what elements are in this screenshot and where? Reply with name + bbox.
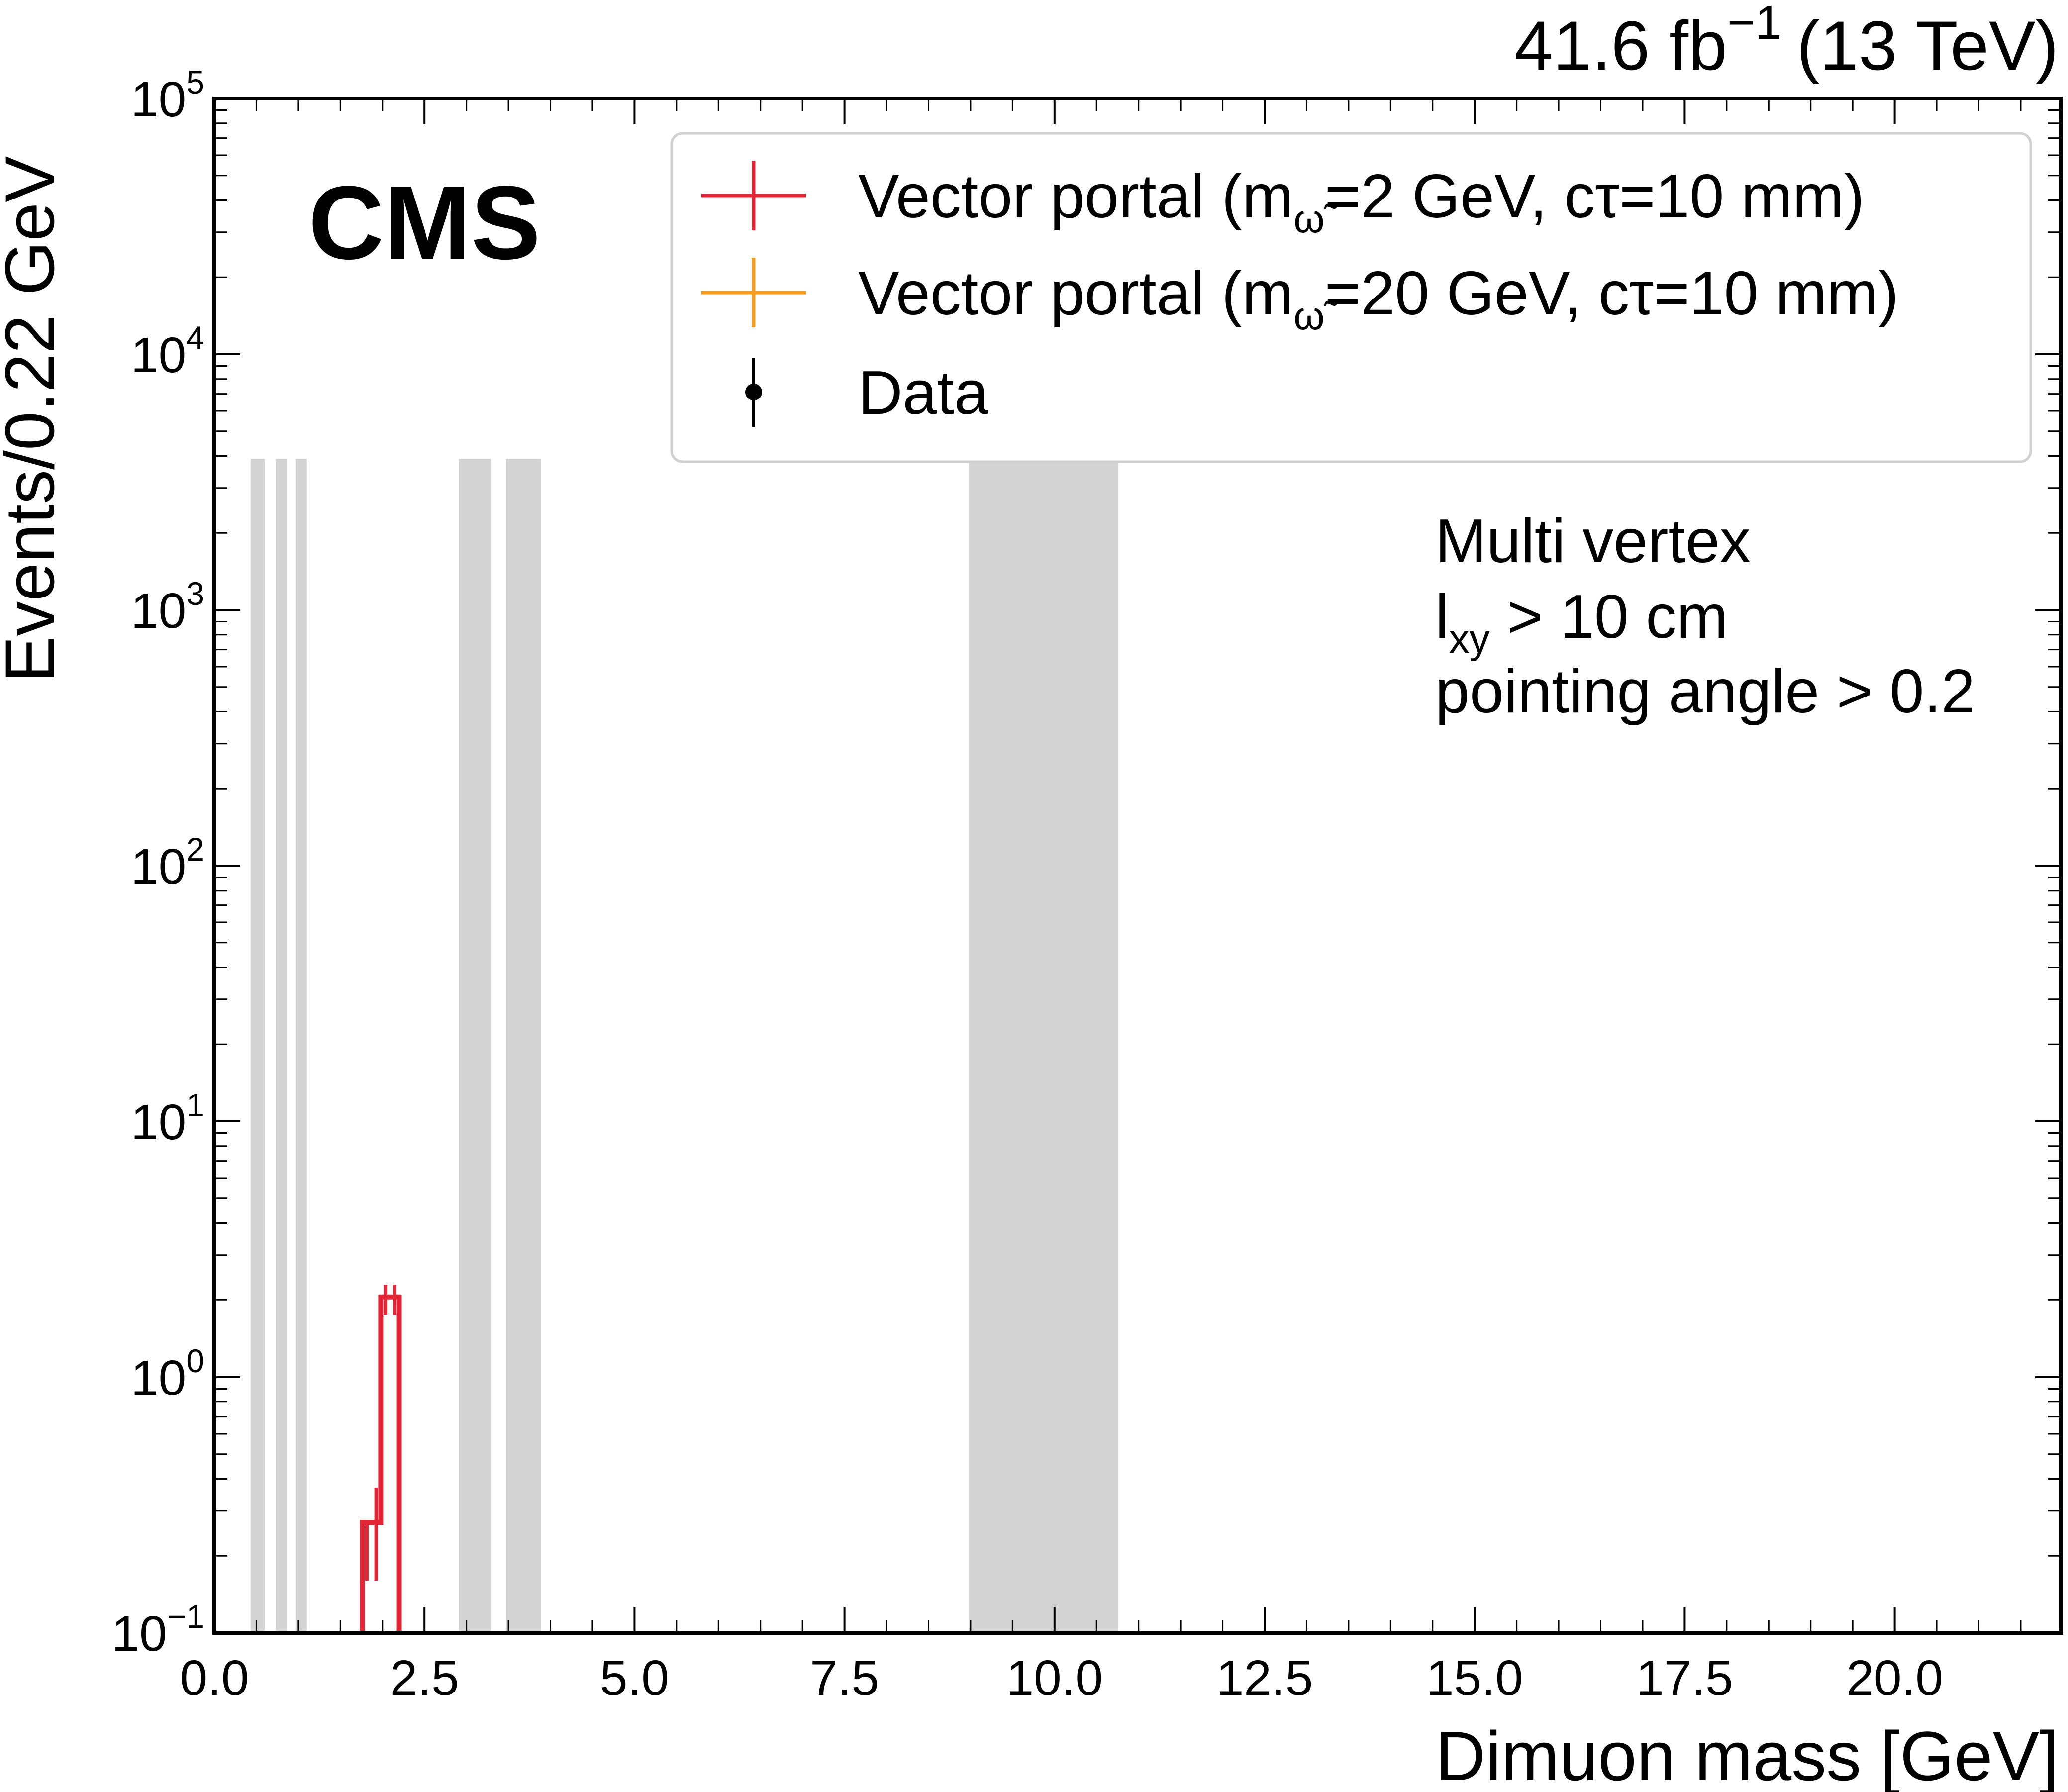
lumi-exponent: −1	[1727, 0, 1781, 49]
y-tick-label-6: 105	[131, 64, 204, 127]
y-tick-label-5: 104	[131, 319, 204, 383]
annotation-line-1: Multi vertex	[1435, 507, 1751, 576]
y-tick-label-exp-2: 1	[186, 1087, 204, 1123]
experiment-label: CMS	[308, 164, 541, 281]
masked-region-1	[276, 459, 287, 1633]
y-tick-label-base-0: 10	[112, 1606, 167, 1662]
x-axis-title: Dimuon mass [GeV]	[1435, 1717, 2059, 1792]
legend-box	[670, 132, 2032, 463]
x-tick-label-3: 7.5	[810, 1650, 879, 1706]
legend-label-signal-20gev: Vector portal (mω̃=20 GeV, cτ=10 mm)	[858, 259, 1899, 338]
lumi-value: 41.6 fb	[1514, 6, 1727, 85]
x-tick-label-7: 17.5	[1636, 1650, 1733, 1706]
lumi-energy: (13 TeV)	[1796, 6, 2059, 85]
x-tick-label-0: 0.0	[180, 1650, 249, 1706]
x-tick-label-1: 2.5	[390, 1650, 459, 1706]
y-tick-label-base-4: 10	[131, 583, 186, 639]
y-tick-label-base-6: 10	[131, 72, 186, 127]
y-tick-label-0: 10−1	[112, 1598, 204, 1662]
masked-region-2	[295, 459, 307, 1633]
masked-region-5	[969, 459, 1119, 1633]
annotation-line-3: pointing angle > 0.2	[1435, 657, 1975, 726]
y-tick-label-base-1: 10	[131, 1350, 186, 1406]
series-layer	[360, 1285, 402, 1633]
selection-annotation: Multi vertex lxy > 10 cm pointing angle …	[1435, 507, 1975, 726]
y-axis-title: Events/0.22 GeV	[0, 156, 69, 683]
y-tick-label-exp-0: −1	[167, 1598, 204, 1635]
masked-region-0	[250, 459, 265, 1633]
x-tick-label-5: 12.5	[1216, 1650, 1313, 1706]
y-tick-label-1: 100	[131, 1342, 204, 1406]
y-tick-label-exp-5: 4	[186, 319, 204, 356]
masked-region-3	[459, 459, 491, 1633]
y-tick-label-2: 101	[131, 1087, 204, 1150]
y-tick-label-base-3: 10	[131, 839, 186, 895]
y-tick-label-exp-6: 5	[186, 64, 204, 100]
y-tick-label-exp-3: 2	[186, 831, 204, 868]
masked-region-4	[506, 459, 541, 1633]
legend: Vector portal (mω̃=2 GeV, cτ=10 mm) Vect…	[670, 132, 2032, 463]
x-axis-ticks: 0.0 2.5 5.0 7.5 10.0 12.5 15.0 17.5 20.0	[180, 99, 2022, 1706]
annotation-line-2-sub: xy	[1449, 616, 1490, 662]
y-tick-label-3: 102	[131, 831, 204, 895]
x-tick-label-6: 15.0	[1426, 1650, 1523, 1706]
legend-label-signal-2gev: Vector portal (mω̃=2 GeV, cτ=10 mm)	[858, 162, 1865, 241]
series-0-step	[360, 1294, 402, 1633]
x-tick-label-8: 20.0	[1846, 1650, 1943, 1706]
legend-marker-data-point	[745, 384, 762, 400]
lumi-label: 41.6 fb−1 (13 TeV)	[1514, 0, 2059, 85]
masked-regions	[250, 459, 1119, 1633]
annotation-line-2: lxy > 10 cm	[1435, 583, 1728, 662]
y-tick-label-4: 103	[131, 575, 204, 639]
y-tick-label-base-2: 10	[131, 1095, 186, 1150]
legend-entry-signal-2gev: Vector portal (mω̃=2 GeV, cτ=10 mm)	[701, 161, 1865, 241]
y-tick-label-base-5: 10	[131, 327, 186, 383]
x-tick-label-4: 10.0	[1006, 1650, 1103, 1706]
x-tick-label-2: 5.0	[600, 1650, 669, 1706]
y-tick-label-exp-4: 3	[186, 575, 204, 612]
y-tick-label-exp-1: 0	[186, 1342, 204, 1379]
legend-label-data: Data	[858, 359, 988, 427]
legend-entry-data: Data	[745, 358, 988, 427]
legend-entry-signal-20gev: Vector portal (mω̃=20 GeV, cτ=10 mm)	[701, 258, 1899, 338]
